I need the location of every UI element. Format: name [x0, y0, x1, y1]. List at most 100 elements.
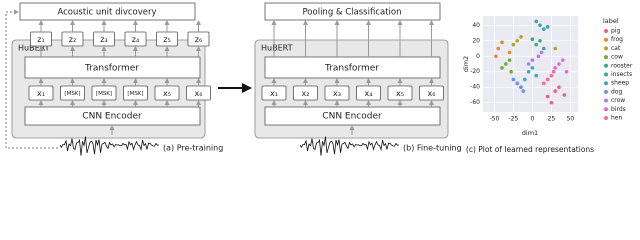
y-tick-label: 20 — [472, 37, 480, 44]
point — [561, 58, 565, 62]
legend-label: birds — [611, 106, 626, 113]
point — [542, 81, 546, 86]
token-label: z₃ — [100, 35, 107, 44]
legend-marker — [604, 63, 608, 68]
point — [515, 81, 519, 86]
legend-marker — [604, 29, 608, 33]
token-label: z₂ — [69, 35, 76, 44]
x-tick-label: 50 — [567, 116, 575, 123]
token-label: z₆ — [195, 35, 202, 44]
point — [564, 69, 569, 74]
point — [530, 37, 535, 42]
point — [545, 94, 550, 99]
token-label: x₅ — [396, 89, 404, 98]
legend-title: label — [603, 17, 619, 25]
page: { "panel_a": { "top_box": "Acoustic unit… — [5, 2, 633, 156]
legend-label: sheep — [611, 80, 629, 87]
legend-marker — [604, 81, 608, 86]
point — [523, 77, 527, 82]
transformer-box — [264, 56, 441, 79]
top-box-label: Pooling & Classification — [302, 8, 401, 18]
point — [538, 38, 542, 43]
point — [500, 66, 504, 70]
point — [549, 73, 554, 78]
point — [515, 38, 519, 43]
point — [507, 58, 512, 62]
y-tick-label: -40 — [470, 84, 480, 91]
legend-label: frog — [611, 36, 623, 43]
point — [530, 66, 535, 70]
point — [507, 50, 512, 55]
waveform — [59, 136, 160, 156]
y-tick-label: 40 — [472, 22, 480, 29]
point — [542, 27, 546, 31]
y-axis-label: dim2 — [462, 56, 470, 72]
plot-area — [483, 16, 578, 112]
y-tick-label: -60 — [470, 99, 480, 106]
token-label: x₁ — [37, 89, 45, 98]
top-box-label: Acoustic unit divcovery — [57, 8, 156, 18]
point — [542, 46, 546, 51]
token-label: z₅ — [163, 35, 170, 44]
legend-marker — [604, 37, 608, 42]
token-label: x₁ — [270, 89, 278, 98]
y-tick-label: 0 — [476, 53, 480, 60]
point — [549, 100, 554, 105]
token-label: x₆ — [195, 89, 203, 98]
x-tick-label: 25 — [548, 116, 556, 123]
model-label: HuBERT — [261, 44, 293, 53]
token-label: x₃ — [333, 89, 341, 98]
legend-marker — [604, 98, 608, 103]
top-box — [19, 2, 196, 21]
point — [553, 66, 557, 70]
point — [526, 69, 531, 74]
x-tick-label: -25 — [508, 116, 518, 123]
point — [534, 73, 538, 78]
point — [521, 89, 526, 93]
transformer-box — [24, 56, 201, 79]
point — [545, 77, 550, 82]
x-tick-label: 0 — [530, 116, 534, 123]
legend-marker — [604, 46, 608, 51]
point — [511, 42, 516, 47]
caption: (a) Pre-training — [163, 144, 223, 153]
point — [519, 85, 523, 90]
figure: HuBERT Acoustic unit divcovery Transform… — [5, 2, 633, 156]
body: HuBERT Acoustic unit divcovery Transform… — [5, 2, 633, 156]
point — [494, 54, 498, 59]
point — [526, 62, 531, 66]
legend-label: insects — [611, 71, 632, 78]
top-box — [264, 2, 441, 21]
point — [538, 23, 542, 28]
legend-label: rooster — [611, 62, 633, 69]
token-label: x₆ — [428, 89, 436, 98]
token-label: x₄ — [365, 89, 373, 98]
legend-marker — [604, 89, 608, 94]
caption: (b) Fine-tuning — [403, 144, 462, 153]
legend-label: dog — [611, 88, 622, 95]
token-label: [MSK] — [127, 91, 143, 97]
y-tick-label: -20 — [470, 68, 480, 75]
point — [500, 40, 504, 45]
point — [539, 50, 544, 55]
token-label: [MSK] — [96, 91, 112, 97]
x-tick-label: -50 — [489, 116, 499, 123]
point — [557, 62, 561, 66]
token-label: x₂ — [302, 89, 310, 98]
point — [534, 42, 538, 47]
point — [553, 46, 557, 51]
x-axis-label: dim1 — [522, 129, 538, 137]
point — [545, 25, 550, 29]
point — [553, 89, 557, 93]
transformer-label: Transformer — [84, 64, 139, 74]
encoder-label: CNN Encoder — [82, 112, 142, 122]
caption: (c) Plot of learned representations — [466, 145, 594, 154]
model-label: HuBERT — [18, 44, 50, 53]
legend-label: cow — [611, 54, 623, 61]
point — [534, 19, 538, 24]
point — [509, 69, 513, 74]
legend-marker — [604, 116, 608, 120]
token-label: [MSK] — [64, 91, 80, 97]
legend-marker — [604, 107, 608, 112]
point — [557, 85, 561, 90]
